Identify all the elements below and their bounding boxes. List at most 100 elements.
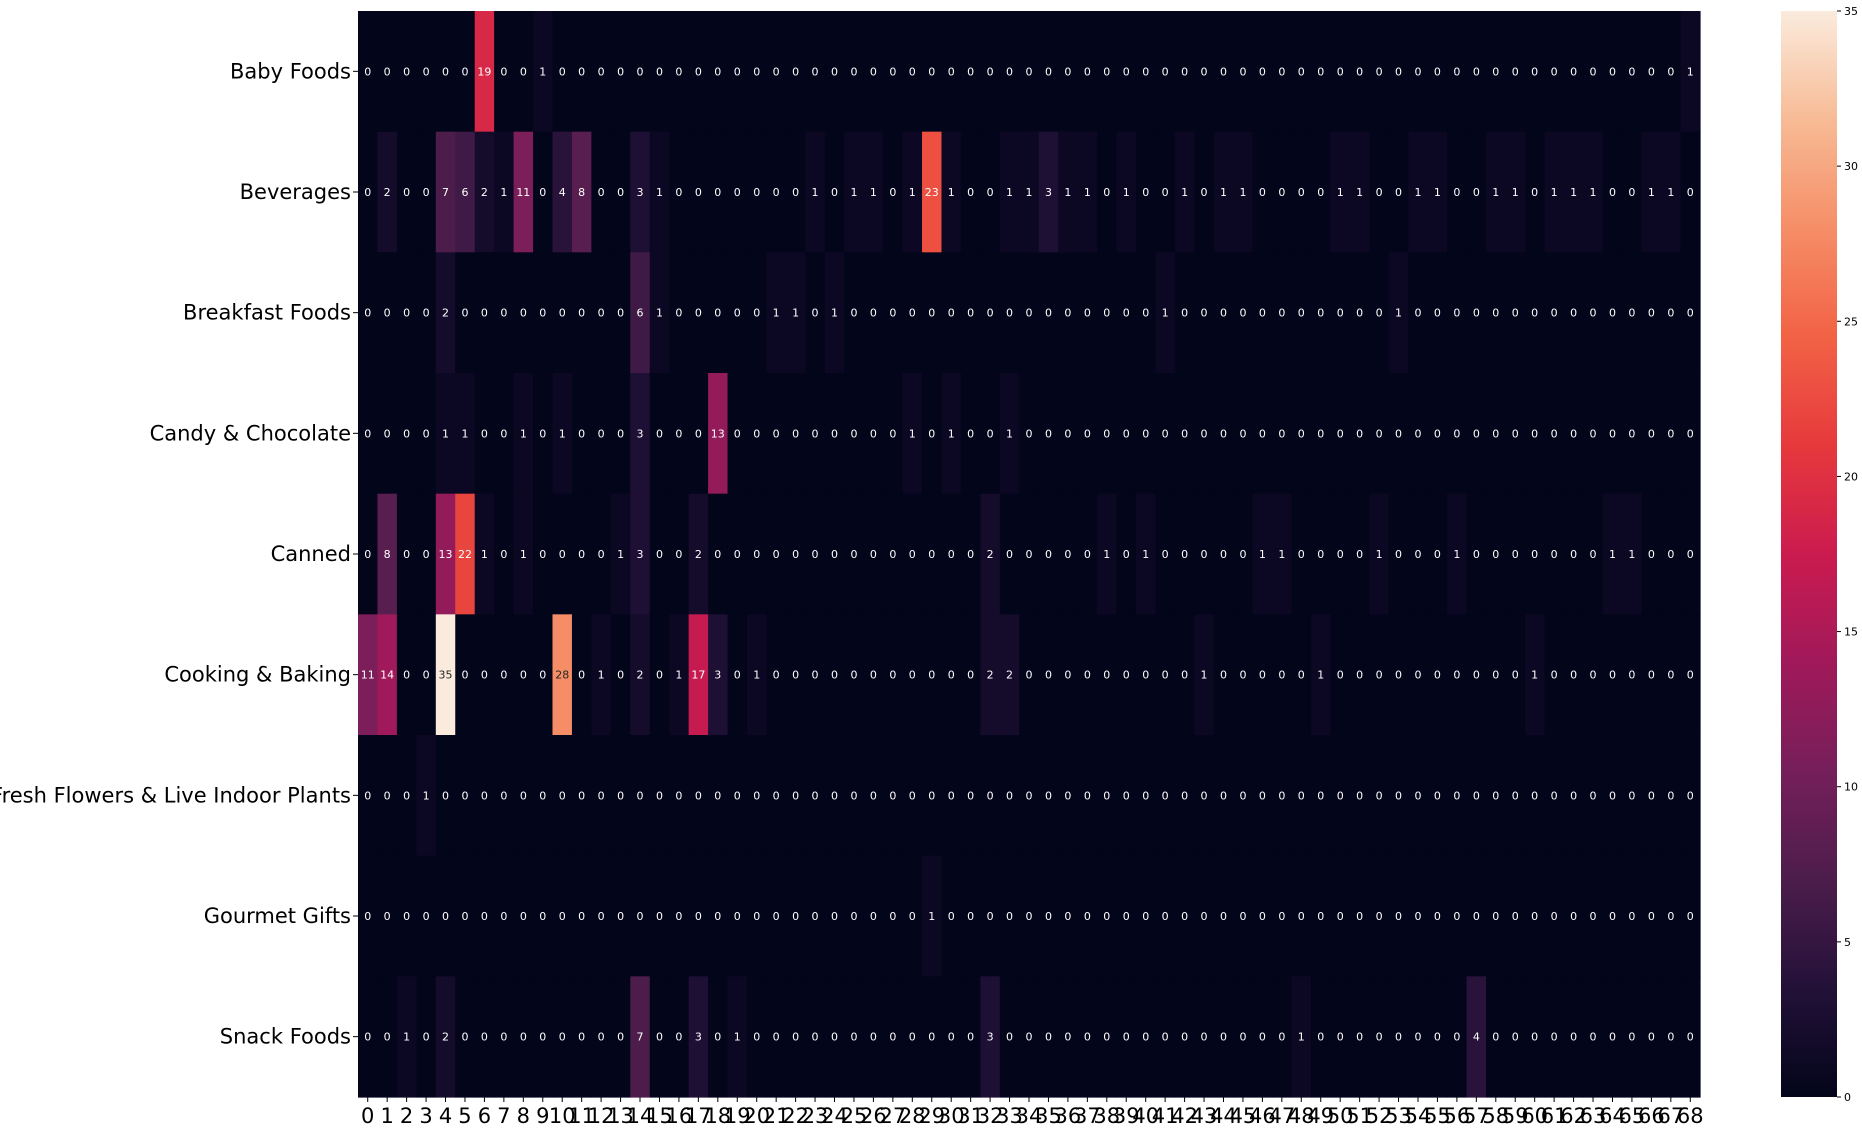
heatmap-cell xyxy=(902,976,923,1098)
heatmap-cell xyxy=(902,493,923,615)
cell-value-label: 0 xyxy=(1492,789,1499,802)
heatmap-cell xyxy=(1369,976,1390,1098)
heatmap-cell xyxy=(1408,131,1429,253)
heatmap-cell xyxy=(863,976,884,1098)
cell-value-label: 0 xyxy=(1123,789,1130,802)
cell-value-label: 0 xyxy=(1531,548,1538,561)
cell-value-label: 1 xyxy=(1142,548,1149,561)
heatmap-cell xyxy=(1311,131,1332,253)
cell-value-label: 0 xyxy=(1648,65,1655,78)
heatmap-cell xyxy=(844,735,865,857)
cell-value-label: 4 xyxy=(1473,1031,1480,1044)
cell-value-label: 0 xyxy=(1551,789,1558,802)
heatmap-cell xyxy=(358,855,379,977)
heatmap-cell xyxy=(1038,976,1059,1098)
cell-value-label: 0 xyxy=(773,1031,780,1044)
cell-value-label: 0 xyxy=(461,789,468,802)
cell-value-label: 0 xyxy=(1609,65,1616,78)
heatmap-cell xyxy=(708,252,729,374)
cell-value-label: 0 xyxy=(1103,1031,1110,1044)
heatmap-cell xyxy=(610,373,631,495)
heatmap-cell xyxy=(513,373,534,495)
cell-value-label: 0 xyxy=(1239,910,1246,923)
cell-value-label: 0 xyxy=(831,427,838,440)
cell-value-label: 0 xyxy=(1142,910,1149,923)
cell-value-label: 0 xyxy=(1084,548,1091,561)
cell-value-label: 0 xyxy=(461,65,468,78)
cell-value-label: 0 xyxy=(1512,789,1519,802)
column-label: 16 xyxy=(666,1104,693,1128)
cell-value-label: 0 xyxy=(1648,307,1655,320)
cell-value-label: 0 xyxy=(792,548,799,561)
heatmap-cell xyxy=(1544,976,1565,1098)
cell-value-label: 0 xyxy=(1337,427,1344,440)
heatmap-cell xyxy=(358,131,379,253)
heatmap-cell xyxy=(1661,855,1682,977)
cell-value-label: 0 xyxy=(1395,65,1402,78)
heatmap-cell xyxy=(883,373,904,495)
heatmap-cell xyxy=(494,11,515,133)
heatmap-cell xyxy=(922,735,943,857)
heatmap-cell xyxy=(727,976,748,1098)
row-tick-labels: Baby Foods Beverages Breakfast Foods Candy … xyxy=(0,59,358,1049)
heatmap-cell xyxy=(1447,493,1468,615)
cell-value-label: 0 xyxy=(967,1031,974,1044)
heatmap-cell xyxy=(377,11,398,133)
heatmap-cell xyxy=(1116,131,1137,253)
heatmap-cell xyxy=(999,614,1020,736)
cell-value-label: 0 xyxy=(1181,307,1188,320)
heatmap-cell xyxy=(1680,614,1701,736)
heatmap-cell xyxy=(1019,11,1040,133)
cell-value-label: 0 xyxy=(1414,548,1421,561)
heatmap-cell xyxy=(1097,11,1118,133)
heatmap-cell xyxy=(1058,614,1079,736)
cell-value-label: 0 xyxy=(1492,669,1499,682)
cell-value-label: 0 xyxy=(1162,789,1169,802)
cell-value-label: 0 xyxy=(1551,669,1558,682)
cell-value-label: 0 xyxy=(675,186,682,199)
cell-value-label: 0 xyxy=(1084,789,1091,802)
column-label: 15 xyxy=(646,1104,673,1128)
heatmap-cell xyxy=(1135,855,1157,977)
cell-value-label: 2 xyxy=(481,186,488,199)
column-label: 20 xyxy=(743,1104,770,1128)
heatmap-cell xyxy=(1155,976,1176,1098)
heatmap-cell xyxy=(941,493,962,615)
heatmap-cell xyxy=(863,735,884,857)
heatmap-cell xyxy=(1680,131,1701,253)
column-label: 23 xyxy=(802,1104,829,1128)
cell-value-label: 0 xyxy=(1162,669,1169,682)
row-label: Cooking & Baking xyxy=(164,663,351,687)
heatmap-cell xyxy=(1563,373,1584,495)
heatmap-cell xyxy=(358,976,379,1098)
cell-value-label: 0 xyxy=(520,65,527,78)
cell-value-label: 0 xyxy=(617,186,624,199)
cell-value-label: 1 xyxy=(948,186,955,199)
column-label: 4 xyxy=(439,1104,452,1128)
heatmap-cell xyxy=(727,493,748,615)
column-label: 39 xyxy=(1113,1104,1140,1128)
heatmap-cell xyxy=(1077,493,1098,615)
cell-value-label: 0 xyxy=(967,307,974,320)
heatmap-cell xyxy=(980,11,1001,133)
heatmap-cell xyxy=(1038,855,1059,977)
heatmap-cell xyxy=(1486,855,1507,977)
heatmap-cell xyxy=(455,735,476,857)
cell-value-label: 0 xyxy=(987,65,994,78)
heatmap-cell xyxy=(1097,735,1118,857)
cell-value-label: 0 xyxy=(1026,1031,1033,1044)
cell-value-label: 0 xyxy=(423,548,430,561)
heatmap-cell xyxy=(1602,252,1623,374)
heatmap-cell xyxy=(1330,131,1351,253)
heatmap-cell xyxy=(1038,373,1059,495)
heatmap-cell xyxy=(455,493,476,615)
cell-value-label: 0 xyxy=(1570,789,1577,802)
heatmap-cell xyxy=(1311,735,1332,857)
heatmap-cell xyxy=(494,855,515,977)
cell-value-label: 1 xyxy=(870,186,877,199)
heatmap-cell xyxy=(533,131,554,253)
cell-value-label: 0 xyxy=(1590,307,1597,320)
heatmap-cell xyxy=(1174,11,1195,133)
cell-value-label: 0 xyxy=(1376,669,1383,682)
heatmap-cell xyxy=(1544,614,1565,736)
